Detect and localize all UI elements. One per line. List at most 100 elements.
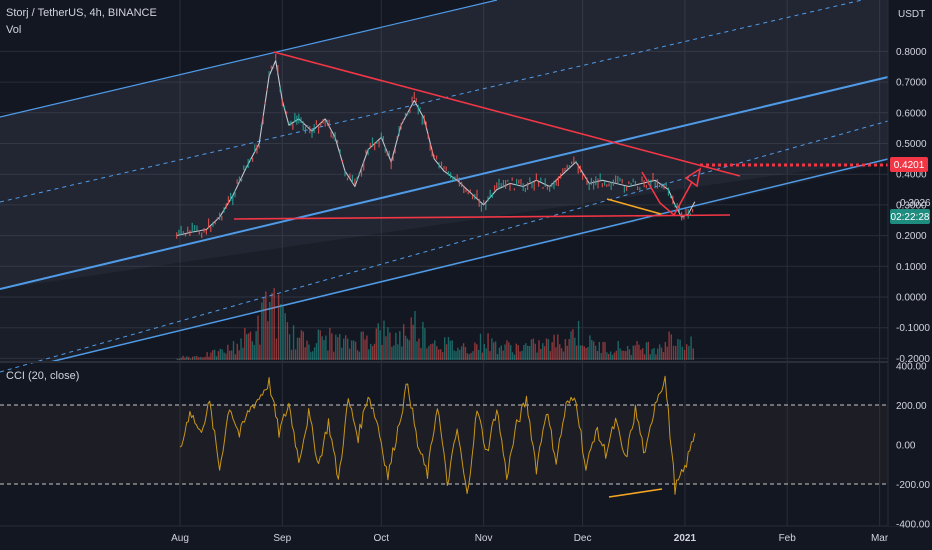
volume-bar	[210, 352, 212, 360]
volume-bar	[319, 330, 321, 360]
volume-bar	[286, 322, 289, 360]
volume-bar	[399, 331, 401, 360]
volume-bar	[515, 343, 518, 360]
price-axis-ticks: 0.8000 0.7000 0.6000 0.5000 0.4000 0.3000 0.20…	[896, 47, 930, 365]
volume-bar	[240, 338, 242, 360]
volume-bar	[428, 345, 430, 360]
price-divergence-line[interactable]	[606, 198, 662, 215]
volume-bar	[292, 325, 295, 360]
volume-bar	[371, 345, 374, 360]
price-line[interactable]	[176, 60, 696, 237]
volume-bar	[354, 341, 357, 360]
volume-bar	[339, 334, 341, 360]
volume-bar	[395, 332, 397, 360]
volume-bar	[294, 349, 297, 360]
volume-bar	[496, 354, 499, 360]
trend-drawings[interactable]	[233, 51, 888, 498]
symbol-title[interactable]: Storj / TetherUS, 4h, BINANCE	[6, 7, 157, 19]
volume-bar	[615, 350, 617, 360]
volume-bar	[630, 355, 633, 360]
price-tick-label: -0.2000	[896, 354, 930, 365]
support-line[interactable]	[233, 214, 731, 220]
volume-bar	[379, 330, 381, 360]
volume-bar	[284, 313, 286, 360]
volume-bar	[358, 351, 361, 360]
time-tick-label: Mar	[871, 533, 889, 544]
volume-bar	[651, 349, 653, 360]
price-axis-panel[interactable]	[888, 0, 932, 526]
channel-upper-mid-dashed[interactable]	[0, 0, 863, 203]
volume-bar	[265, 291, 267, 360]
volume-bar	[215, 356, 218, 360]
volume-bar	[657, 348, 659, 360]
volume-bar	[253, 345, 255, 360]
time-tick-label: Feb	[779, 533, 797, 544]
current-price-text: 0.3026	[900, 198, 931, 209]
descending-trendline[interactable]	[273, 51, 741, 177]
volume-bar	[479, 333, 482, 360]
volume-bar	[447, 337, 450, 360]
volume-bar	[683, 349, 686, 360]
volume-bar	[440, 349, 442, 360]
volume-bar	[348, 348, 351, 360]
volume-bar	[472, 351, 474, 360]
time-tick-label: Dec	[574, 533, 592, 544]
volume-bar	[655, 354, 657, 360]
volume-legend[interactable]: Vol	[6, 24, 22, 36]
projection-path[interactable]	[641, 171, 693, 217]
volume-bar	[420, 347, 422, 360]
channel-lower-line[interactable]	[49, 158, 889, 363]
channel-upper-line[interactable]	[0, 0, 498, 118]
volume-bar	[350, 340, 353, 360]
volume-bar	[666, 346, 668, 360]
volume-bar	[408, 340, 411, 360]
volume-bar	[481, 352, 484, 360]
volume-bar	[271, 292, 273, 360]
volume-bar	[247, 333, 250, 360]
cci-line[interactable]	[179, 375, 696, 495]
channel-lower-mid-dashed[interactable]	[0, 120, 889, 373]
volume-bar	[306, 340, 308, 360]
volume-bar	[451, 340, 453, 360]
volume-bar	[457, 347, 459, 360]
volume-bar	[476, 344, 478, 360]
volume-bar	[404, 335, 407, 360]
volume-bar	[577, 320, 580, 360]
volume-bar	[290, 349, 293, 360]
volume-bar	[259, 344, 261, 360]
volume-bar	[273, 288, 275, 360]
time-tick-label: 2021	[674, 533, 697, 544]
cci-legend[interactable]: CCI (20, close)	[6, 370, 80, 382]
volume-bar	[636, 341, 638, 360]
volume-bar	[532, 338, 535, 360]
volume-bar	[434, 340, 436, 360]
volume-bar	[385, 336, 387, 360]
volume-bar	[547, 339, 550, 360]
volume-bar	[543, 346, 546, 360]
cci-tick-label: 400.00	[896, 362, 927, 373]
volume-bar	[500, 345, 502, 360]
cci-divergence-line[interactable]	[608, 488, 663, 498]
volume-bar	[572, 329, 574, 360]
volume-bar	[315, 343, 318, 360]
volume-bar	[579, 345, 582, 360]
volume-bar	[251, 341, 254, 360]
volume-bar	[626, 345, 629, 360]
volume-bar	[638, 344, 640, 360]
volume-bar	[189, 358, 192, 360]
volume-bar	[327, 350, 329, 360]
cci-tick-label: 200.00	[896, 401, 927, 412]
volume-bar	[506, 340, 508, 360]
price-tick-label: -0.1000	[896, 323, 930, 334]
volume-bar	[460, 346, 463, 360]
volume-bar	[530, 339, 533, 360]
volume-bar	[223, 352, 225, 360]
channel-center-line[interactable]	[0, 76, 889, 290]
volume-bar	[645, 342, 648, 360]
volume-bar	[649, 354, 651, 360]
volume-bar	[449, 340, 452, 360]
volume-bar	[581, 345, 584, 360]
volume-bar	[426, 348, 428, 360]
volume-bar	[670, 334, 672, 360]
